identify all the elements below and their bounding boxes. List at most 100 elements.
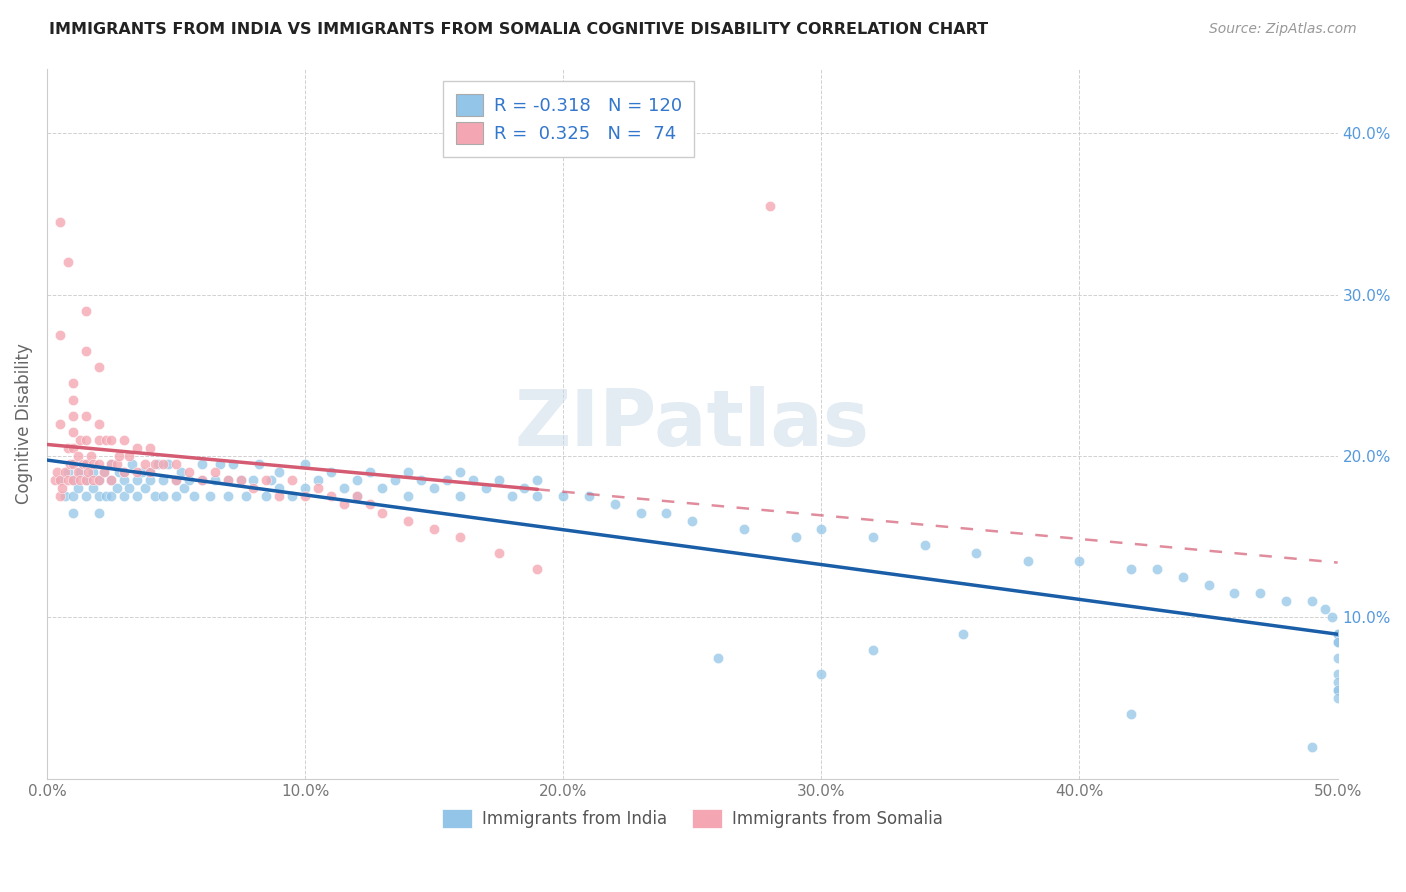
Point — [553, 489, 575, 503]
Point — [72, 457, 94, 471]
Point — [513, 481, 536, 495]
Point — [177, 465, 200, 479]
Point — [66, 481, 89, 495]
Point — [269, 481, 291, 495]
Point — [204, 473, 226, 487]
Point — [396, 465, 419, 479]
Text: ZIPatlas: ZIPatlas — [515, 385, 870, 462]
Point — [217, 473, 239, 487]
Point — [139, 441, 162, 455]
Point — [707, 650, 730, 665]
Point — [810, 522, 832, 536]
Point — [127, 441, 149, 455]
Point — [121, 457, 143, 471]
Point — [1069, 554, 1091, 568]
Point — [66, 465, 89, 479]
Point — [862, 530, 884, 544]
Point — [105, 457, 128, 471]
Point — [112, 473, 135, 487]
Point — [87, 489, 110, 503]
Point — [461, 473, 484, 487]
Point — [118, 481, 141, 495]
Point — [165, 489, 187, 503]
Point — [242, 481, 264, 495]
Point — [346, 489, 368, 503]
Point — [62, 441, 84, 455]
Point — [208, 457, 231, 471]
Point — [49, 473, 72, 487]
Point — [118, 449, 141, 463]
Point — [134, 457, 156, 471]
Point — [69, 473, 91, 487]
Point — [1326, 675, 1348, 690]
Point — [217, 473, 239, 487]
Point — [77, 465, 100, 479]
Point — [217, 489, 239, 503]
Point — [191, 473, 214, 487]
Point — [332, 481, 354, 495]
Point — [139, 473, 162, 487]
Point — [204, 465, 226, 479]
Point — [449, 489, 471, 503]
Point — [1301, 739, 1323, 754]
Point — [152, 473, 174, 487]
Point — [198, 489, 221, 503]
Point — [474, 481, 496, 495]
Point — [681, 514, 703, 528]
Point — [307, 481, 329, 495]
Point — [62, 409, 84, 423]
Point — [1119, 707, 1142, 722]
Point — [359, 465, 381, 479]
Point — [165, 473, 187, 487]
Point — [62, 473, 84, 487]
Point — [281, 473, 304, 487]
Point — [1198, 578, 1220, 592]
Point — [134, 481, 156, 495]
Point — [183, 489, 205, 503]
Point — [112, 489, 135, 503]
Point — [1326, 626, 1348, 640]
Point — [229, 473, 252, 487]
Point — [1146, 562, 1168, 576]
Point — [127, 465, 149, 479]
Point — [396, 514, 419, 528]
Point — [281, 489, 304, 503]
Point — [862, 642, 884, 657]
Point — [87, 360, 110, 375]
Point — [269, 489, 291, 503]
Legend: Immigrants from India, Immigrants from Somalia: Immigrants from India, Immigrants from S… — [434, 802, 949, 835]
Point — [294, 489, 316, 503]
Point — [332, 498, 354, 512]
Point — [526, 489, 548, 503]
Point — [914, 538, 936, 552]
Point — [1326, 650, 1348, 665]
Point — [191, 457, 214, 471]
Point — [96, 489, 118, 503]
Point — [75, 433, 97, 447]
Point — [1326, 683, 1348, 698]
Point — [44, 473, 66, 487]
Point — [655, 506, 678, 520]
Point — [59, 457, 82, 471]
Point — [229, 473, 252, 487]
Point — [100, 473, 122, 487]
Point — [93, 465, 115, 479]
Point — [69, 465, 91, 479]
Point — [56, 441, 79, 455]
Point — [62, 473, 84, 487]
Point — [254, 489, 277, 503]
Point — [51, 481, 73, 495]
Point — [82, 473, 104, 487]
Point — [127, 473, 149, 487]
Point — [1313, 602, 1336, 616]
Point — [53, 465, 76, 479]
Point — [75, 457, 97, 471]
Point — [143, 457, 166, 471]
Point — [177, 473, 200, 487]
Point — [242, 473, 264, 487]
Point — [384, 473, 406, 487]
Point — [80, 449, 103, 463]
Point — [260, 473, 283, 487]
Point — [1326, 691, 1348, 706]
Point — [75, 473, 97, 487]
